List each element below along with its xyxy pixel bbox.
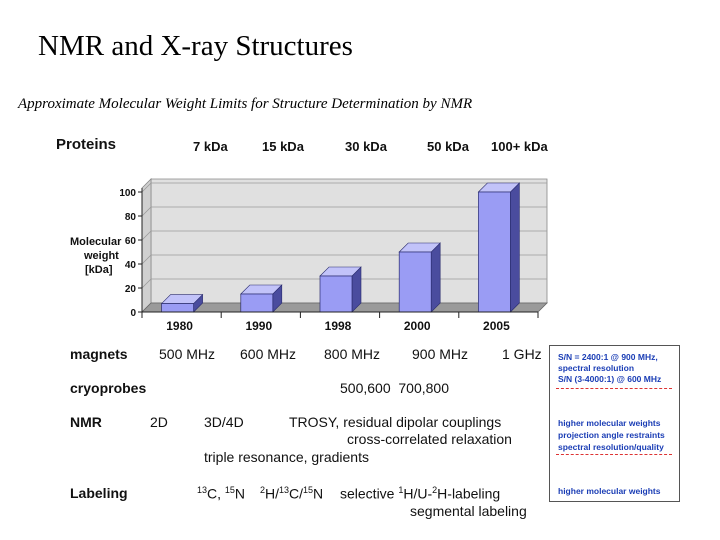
x-tick-label: 1980 — [166, 319, 193, 333]
labeling-item-c13-n15: 13C, 15N — [197, 485, 246, 502]
y-gridline — [141, 182, 547, 193]
nmr-item-relaxation: cross-correlated relaxation — [347, 431, 512, 447]
y-axis-label-line3: [kDa] — [85, 264, 113, 276]
side-note-2: spectral resolution — [558, 363, 635, 373]
cryoprobes-label: cryoprobes — [70, 380, 147, 396]
protein-size-2: 15 kDa — [262, 139, 304, 154]
protein-size-3: 30 kDa — [345, 139, 387, 154]
labeling-label: Labeling — [70, 485, 128, 501]
side-note-1: S/N = 2400:1 @ 900 MHz, — [558, 352, 658, 362]
magnet-value-5: 1 GHz — [502, 346, 542, 362]
bar — [398, 251, 432, 313]
y-tick-label: 100 — [119, 188, 136, 199]
protein-size-4: 50 kDa — [427, 139, 469, 154]
y-axis-label-line2: weight — [84, 250, 119, 262]
protein-size-5: 100+ kDa — [491, 139, 548, 154]
labeling-item-segmental: segmental labeling — [410, 503, 527, 519]
side-note-divider-1 — [556, 388, 672, 389]
side-notes-box: S/N = 2400:1 @ 900 MHz, spectral resolut… — [549, 345, 680, 502]
nmr-item-trosy: TROSY, residual dipolar couplings — [289, 414, 502, 430]
chart-side-wall — [141, 178, 152, 313]
nmr-item-3d4d: 3D/4D — [204, 414, 244, 430]
y-tick-label: 0 — [130, 308, 136, 319]
y-tick-label: 20 — [125, 284, 137, 295]
side-note-5: projection angle restraints — [558, 430, 665, 440]
magnet-value-1: 500 MHz — [159, 346, 216, 362]
bar — [478, 191, 511, 313]
side-note-3: S/N (3-4000:1) @ 600 MHz — [558, 374, 662, 384]
nmr-label: NMR — [70, 414, 102, 430]
cryoprobes-value: 500,600 700,800 — [340, 380, 449, 396]
bar — [161, 303, 194, 313]
proteins-label: Proteins — [56, 136, 117, 153]
labeling-item-triple: 2H/13C/15N — [260, 485, 324, 502]
x-tick-label: 1998 — [325, 319, 352, 333]
side-note-divider-2 — [556, 454, 672, 455]
x-tick-label: 2005 — [483, 319, 510, 333]
page-subtitle: Approximate Molecular Weight Limits for … — [18, 96, 473, 112]
bar — [240, 293, 274, 313]
nmr-item-triple-resonance: triple resonance, gradients — [204, 449, 369, 465]
bar-side — [510, 182, 520, 313]
nmr-item-2d: 2D — [150, 414, 168, 430]
page-title: NMR and X-ray Structures — [38, 30, 353, 62]
x-tick-label: 2000 — [404, 319, 431, 333]
magnets-label: magnets — [70, 346, 128, 362]
magnet-value-2: 600 MHz — [240, 346, 297, 362]
y-gridline — [141, 206, 547, 217]
x-tick-label: 1990 — [245, 319, 272, 333]
y-tick-label: 60 — [125, 236, 137, 247]
side-note-7: higher molecular weights — [558, 486, 661, 496]
side-note-4: higher molecular weights — [558, 418, 661, 428]
protein-size-1: 7 kDa — [193, 139, 228, 154]
labeling-item-selective: selective 1H/U-2H-labeling — [340, 485, 501, 502]
y-gridline — [141, 230, 547, 241]
y-tick-label: 80 — [125, 212, 137, 223]
magnet-value-3: 800 MHz — [324, 346, 381, 362]
magnet-value-4: 900 MHz — [412, 346, 469, 362]
bar-side — [430, 242, 441, 313]
side-note-6: spectral resolution/quality — [558, 442, 664, 452]
y-axis-label-line1: Molecular — [70, 236, 122, 248]
y-tick-label: 40 — [125, 260, 137, 271]
bar — [319, 275, 353, 313]
